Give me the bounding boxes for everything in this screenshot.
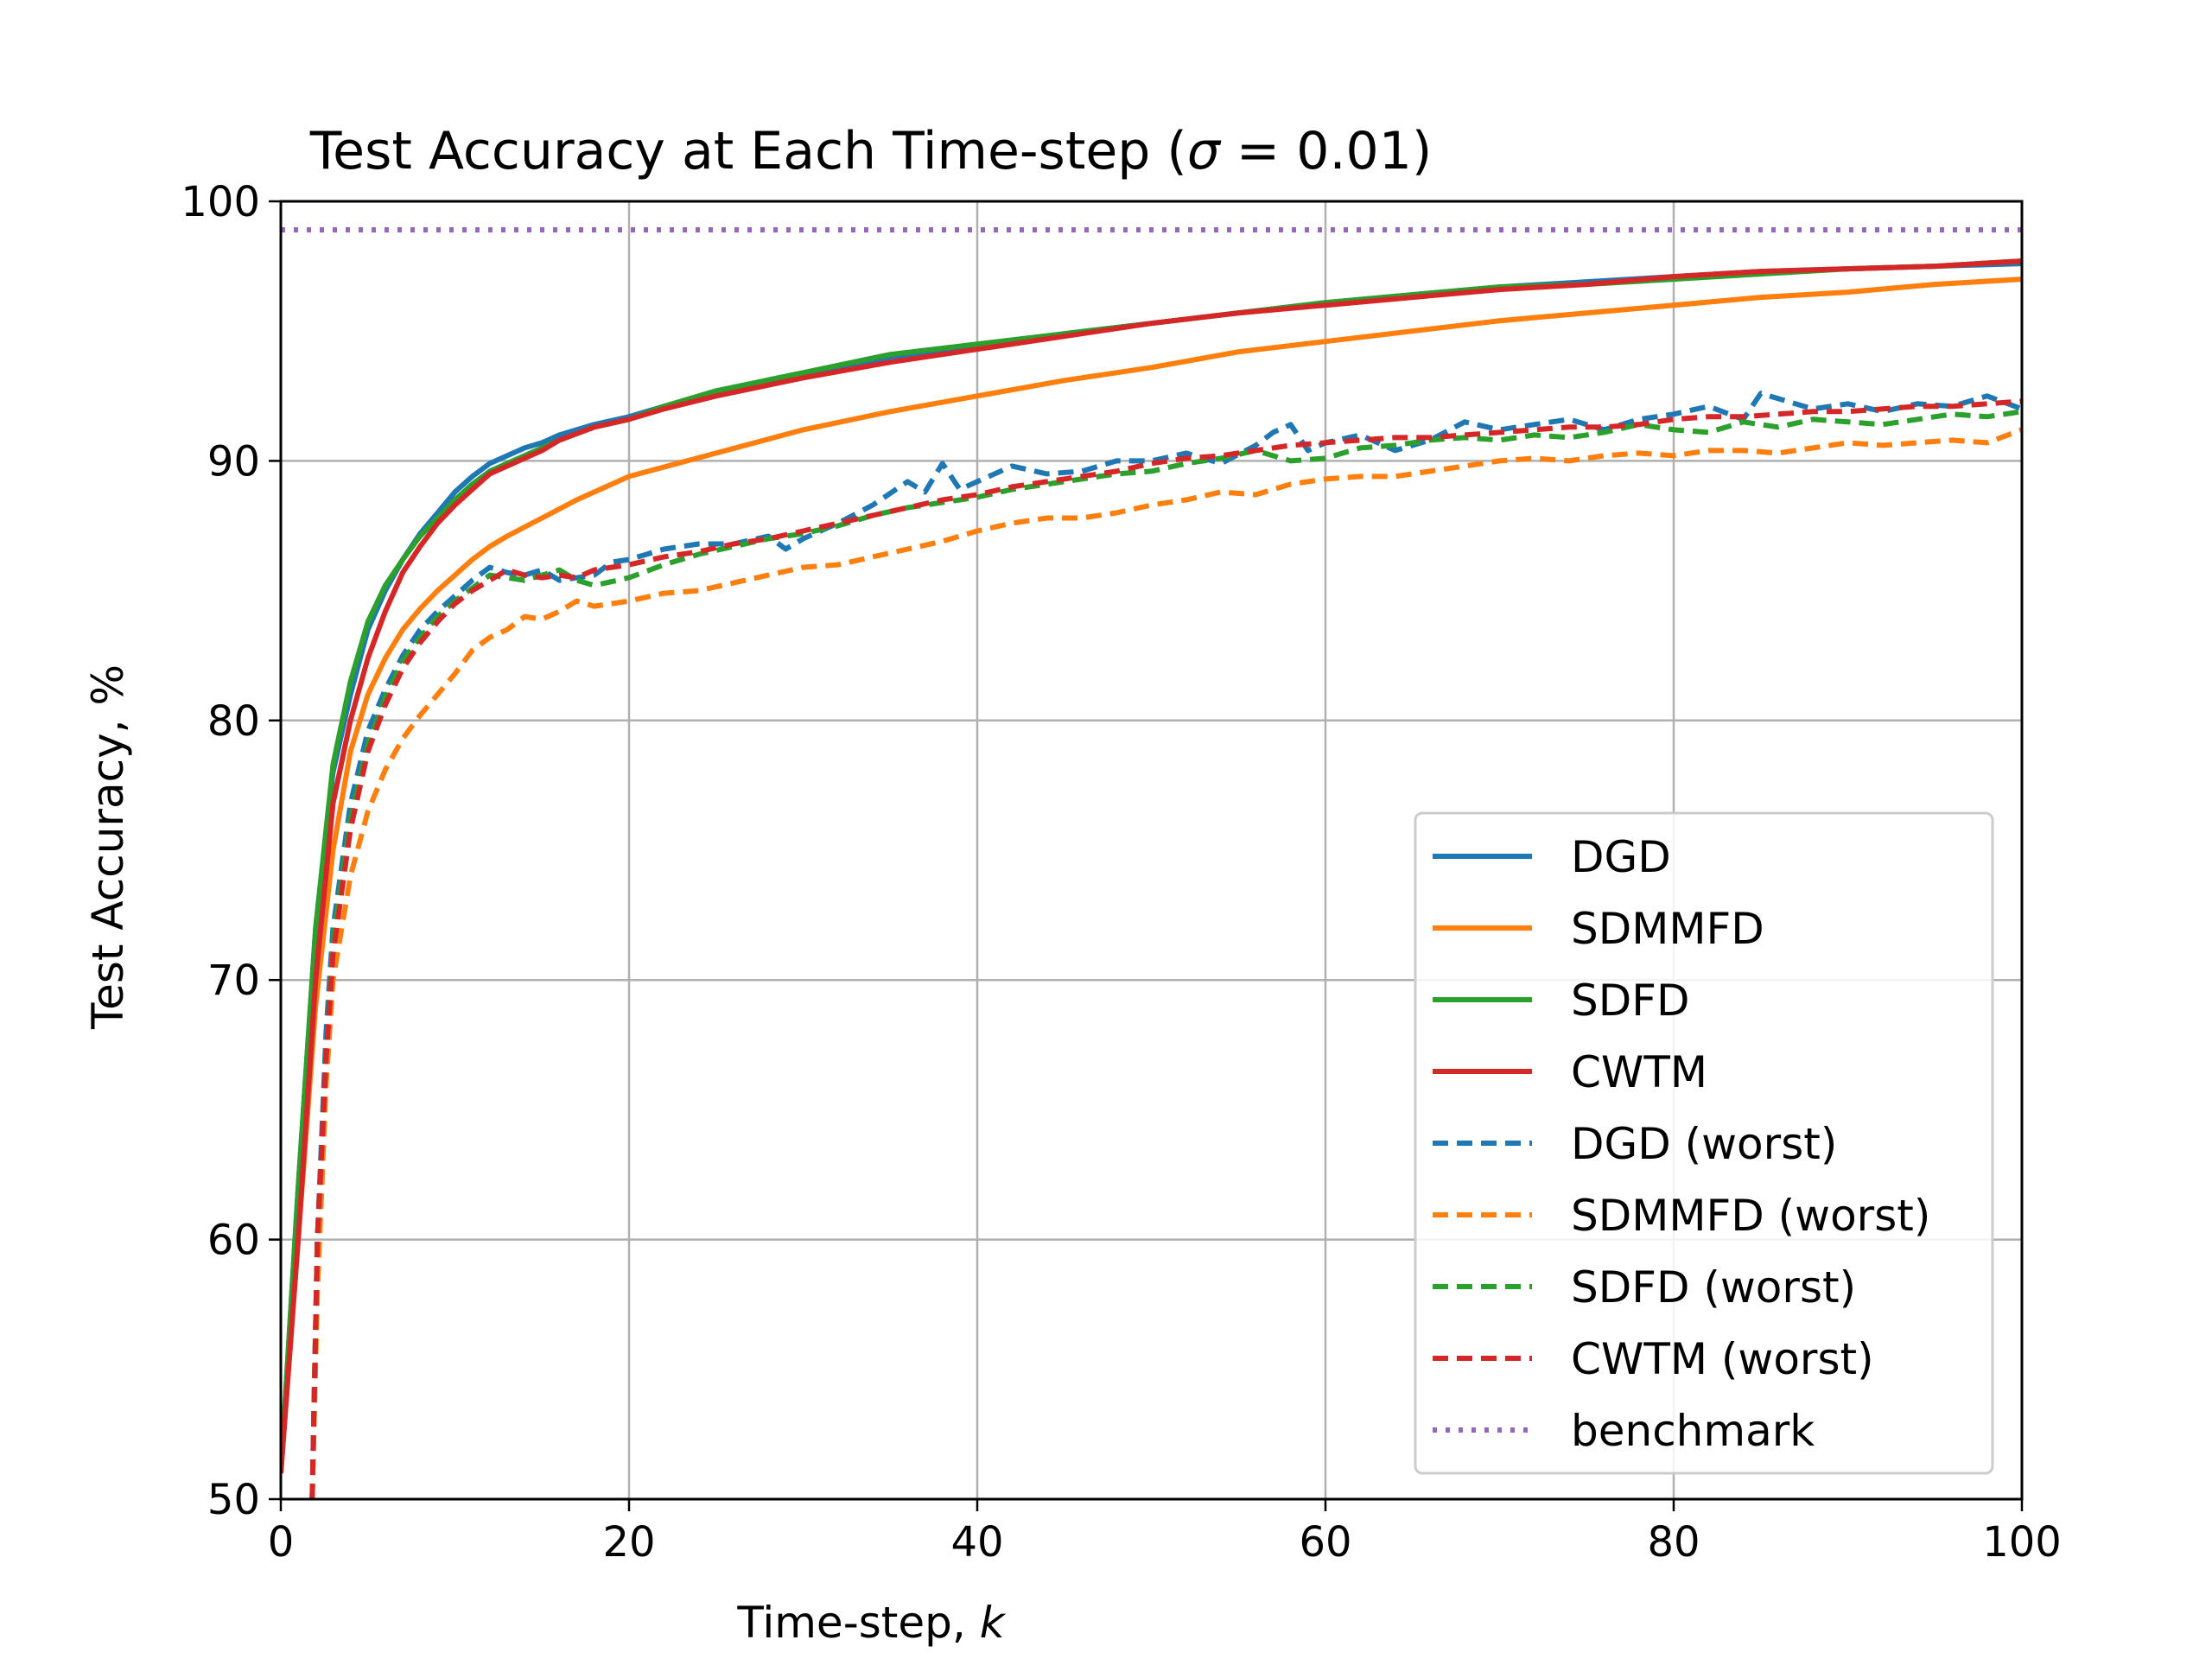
x-axis-label: Time-step, k bbox=[736, 1598, 1006, 1648]
series-line-cwtm bbox=[281, 258, 2022, 1474]
series-line-sdmmfd bbox=[281, 276, 2022, 1474]
x-tick-label: 80 bbox=[1647, 1518, 1700, 1567]
legend-label: SDMMFD bbox=[1571, 904, 1764, 954]
series-line-sdmmfd-worst bbox=[309, 427, 2022, 1499]
legend-label: SDFD (worst) bbox=[1571, 1262, 1856, 1313]
series-line-dgd-worst bbox=[309, 391, 2022, 1499]
y-tick-label: 90 bbox=[207, 437, 260, 486]
y-tick-label: 100 bbox=[181, 178, 260, 226]
y-tick-label: 80 bbox=[207, 697, 260, 746]
legend: DGD SDMMFD SDFD CWTM DGD (worst) SDMMFD (wors… bbox=[1414, 811, 1994, 1475]
plot-frame bbox=[279, 200, 2024, 1501]
legend-label: DGD bbox=[1571, 832, 1671, 882]
x-tick-label: 100 bbox=[1982, 1518, 2062, 1567]
legend-label: DGD (worst) bbox=[1571, 1119, 1837, 1169]
legend-label: benchmark bbox=[1571, 1406, 1815, 1456]
legend-label: SDFD bbox=[1571, 976, 1690, 1026]
y-axis-label: Test Accuracy, % bbox=[83, 664, 133, 1030]
x-tick-label: 0 bbox=[268, 1518, 295, 1567]
grid bbox=[279, 200, 2024, 1501]
legend-label: CWTM (worst) bbox=[1571, 1334, 1874, 1384]
axis-ticks: 0 20 40 60 80 100 50 60 70 80 90 100 bbox=[181, 178, 2061, 1567]
series-line-cwtm-worst bbox=[309, 398, 2022, 1499]
y-tick-label: 50 bbox=[207, 1476, 260, 1524]
series-layer bbox=[281, 227, 2022, 1499]
y-tick-label: 70 bbox=[207, 957, 260, 1005]
x-tick-label: 60 bbox=[1299, 1518, 1351, 1567]
x-tick-label: 40 bbox=[950, 1518, 1003, 1567]
chart-title: Test Accuracy at Each Time-step (σ = 0.0… bbox=[309, 121, 1433, 181]
y-tick-label: 60 bbox=[207, 1217, 260, 1265]
legend-label: CWTM bbox=[1571, 1047, 1707, 1097]
x-tick-label: 20 bbox=[602, 1518, 655, 1567]
legend-box bbox=[1414, 811, 1994, 1475]
legend-label: SDMMFD (worst) bbox=[1571, 1191, 1930, 1241]
